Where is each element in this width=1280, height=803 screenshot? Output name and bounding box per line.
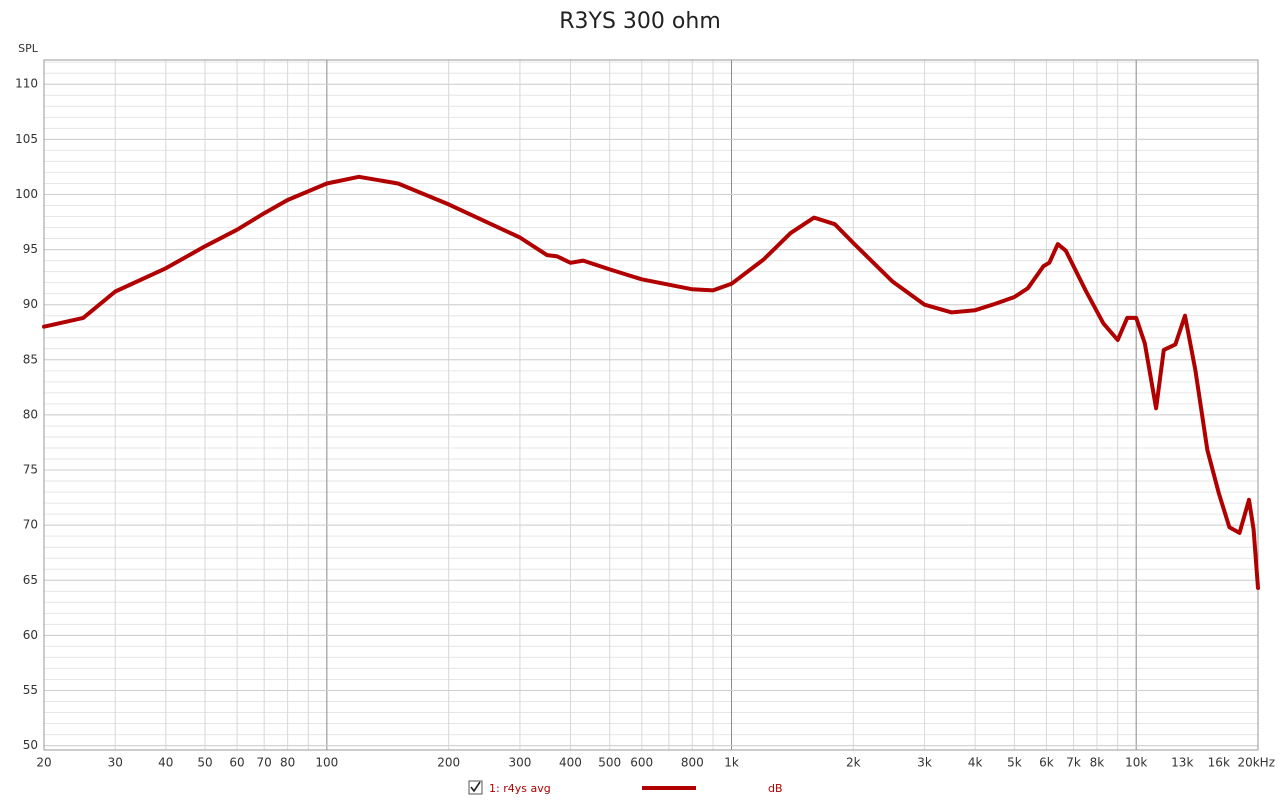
plot-frame bbox=[43, 59, 1259, 751]
x-tick-label: 1k bbox=[724, 756, 739, 770]
x-tick-label: 2k bbox=[846, 756, 861, 770]
x-tick-label: 50 bbox=[197, 756, 212, 770]
x-tick-label: 70 bbox=[257, 756, 272, 770]
y-tick-label: 105 bbox=[15, 132, 38, 146]
x-tick-label: 3k bbox=[917, 756, 932, 770]
x-tick-label: 40 bbox=[158, 756, 173, 770]
y-tick-label: 50 bbox=[23, 738, 38, 752]
x-tick-label: 60 bbox=[229, 756, 244, 770]
y-tick-label: 85 bbox=[23, 352, 38, 366]
x-tick-label: 500 bbox=[598, 756, 621, 770]
x-tick-label: 20 bbox=[36, 756, 51, 770]
x-tick-label: 20kHz bbox=[1237, 756, 1275, 770]
x-tick-label: 6k bbox=[1039, 756, 1054, 770]
y-tick-label: 80 bbox=[23, 407, 38, 421]
y-tick-label: 110 bbox=[15, 77, 38, 91]
y-tick-label: 90 bbox=[23, 297, 38, 311]
y-tick-label: 95 bbox=[23, 242, 38, 256]
x-tick-label: 80 bbox=[280, 756, 295, 770]
x-tick-label: 400 bbox=[559, 756, 582, 770]
x-tick-label: 7k bbox=[1066, 756, 1081, 770]
y-tick-label: 75 bbox=[23, 463, 38, 477]
x-tick-label: 13k bbox=[1171, 756, 1193, 770]
y-tick-label: 65 bbox=[23, 573, 38, 587]
y-axis-label: SPL bbox=[18, 42, 39, 55]
x-tick-label: 10k bbox=[1125, 756, 1147, 770]
x-tick-label: 8k bbox=[1090, 756, 1105, 770]
x-tick-label: 200 bbox=[437, 756, 460, 770]
x-tick-label: 30 bbox=[108, 756, 123, 770]
x-tick-label: 800 bbox=[681, 756, 704, 770]
chart-title: R3YS 300 ohm bbox=[559, 9, 721, 34]
x-tick-label: 4k bbox=[968, 756, 983, 770]
y-tick-label: 100 bbox=[15, 187, 38, 201]
legend-check bbox=[470, 781, 481, 793]
y-tick-label: 60 bbox=[23, 628, 38, 642]
grid bbox=[43, 60, 1259, 750]
series-line bbox=[42, 174, 1260, 590]
y-tick-label: 70 bbox=[23, 518, 38, 532]
y-tick-label: 55 bbox=[23, 683, 38, 697]
x-tick-label: 5k bbox=[1007, 756, 1022, 770]
x-tick-label: 16k bbox=[1208, 756, 1230, 770]
x-tick-label: 300 bbox=[508, 756, 531, 770]
x-tick-label: 600 bbox=[630, 756, 653, 770]
legend-unit: dB bbox=[768, 782, 783, 795]
x-tick-label: 100 bbox=[315, 756, 338, 770]
legend-label: 1: r4ys avg bbox=[489, 782, 551, 795]
